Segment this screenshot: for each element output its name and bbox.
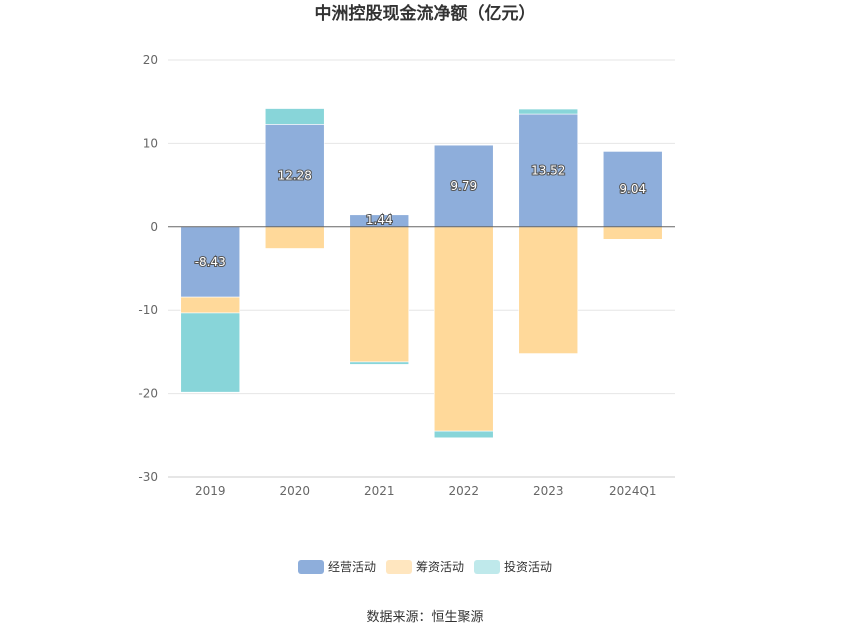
legend-swatch — [386, 560, 412, 574]
legend[interactable]: 经营活动 筹资活动 投资活动 — [298, 559, 552, 574]
y-tick-label: -10 — [138, 303, 158, 317]
bar-segment[interactable] — [518, 108, 579, 115]
bars — [180, 108, 663, 439]
x-tick-label: 2024Q1 — [609, 484, 657, 498]
legend-item[interactable]: 投资活动 — [474, 559, 552, 574]
legend-item[interactable]: 经营活动 — [298, 560, 376, 574]
bar-segment[interactable] — [264, 108, 325, 125]
x-tick-label: 2023 — [533, 484, 564, 498]
legend-label: 筹资活动 — [416, 560, 464, 574]
y-tick-label: 20 — [143, 53, 158, 67]
legend-label: 经营活动 — [328, 560, 376, 574]
bar-segment[interactable] — [180, 296, 241, 314]
y-tick-label: -20 — [138, 387, 158, 401]
x-tick-label: 2021 — [364, 484, 395, 498]
data-label: 13.52 — [531, 163, 565, 177]
bar-segment[interactable] — [349, 226, 410, 363]
legend-item[interactable]: 筹资活动 — [386, 560, 464, 574]
bar-segment[interactable] — [349, 361, 410, 365]
bar-segment[interactable] — [264, 226, 325, 249]
bar-segment[interactable] — [518, 113, 579, 228]
y-axis: 20 10 0 -10 -20 -30 — [138, 53, 158, 484]
x-axis: 2019 2020 2021 2022 2023 2024Q1 — [195, 484, 657, 498]
grid-lines — [168, 59, 675, 478]
zero-line — [168, 226, 675, 478]
data-label: 1.44 — [366, 213, 393, 227]
y-tick-label: -30 — [138, 470, 158, 484]
data-labels: -8.43 12.28 1.44 9.79 13.52 9.04 — [194, 162, 647, 270]
bar-segment[interactable] — [433, 430, 494, 439]
legend-label: 投资活动 — [504, 559, 552, 574]
bar-segment[interactable] — [180, 226, 241, 298]
bar-segment[interactable] — [602, 151, 663, 228]
bar-segment[interactable] — [180, 312, 241, 393]
data-label: 9.79 — [450, 179, 477, 193]
bar-segment[interactable] — [518, 226, 579, 354]
data-label: 12.28 — [278, 169, 312, 183]
bar-segment[interactable] — [433, 226, 494, 432]
data-label: -8.43 — [195, 255, 226, 269]
chart-title: 中洲控股现金流净额（亿元） — [315, 3, 536, 24]
source-note: 数据来源：恒生聚源 — [366, 610, 483, 625]
y-tick-label: 10 — [143, 136, 158, 150]
data-label: 9.04 — [619, 182, 646, 196]
x-tick-label: 2020 — [279, 484, 310, 498]
y-tick-label: 0 — [150, 220, 158, 234]
legend-swatch — [474, 560, 500, 574]
x-tick-label: 2019 — [195, 484, 226, 498]
bar-segment[interactable] — [433, 144, 494, 228]
legend-swatch — [298, 560, 324, 574]
bar-segment[interactable] — [602, 226, 663, 240]
x-tick-label: 2022 — [448, 484, 479, 498]
